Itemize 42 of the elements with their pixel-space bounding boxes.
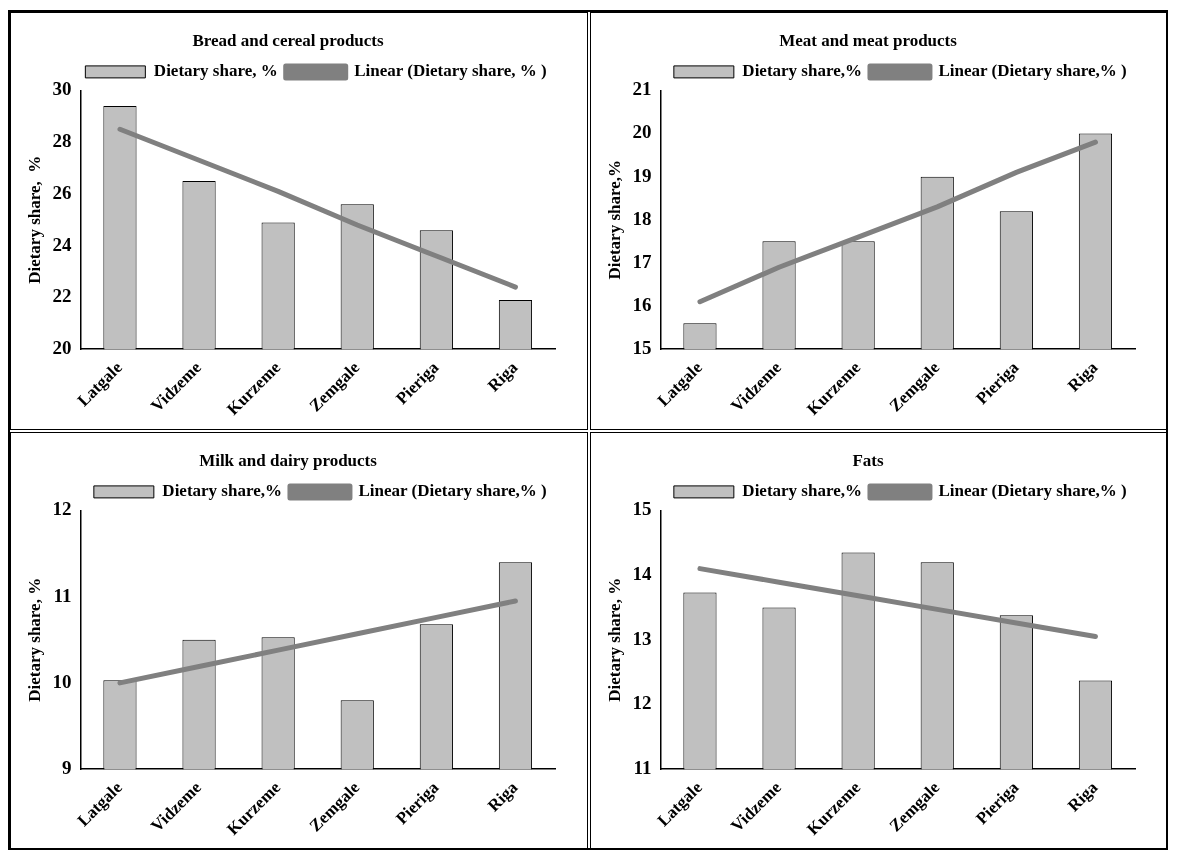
y-tick-label: 28 bbox=[52, 130, 72, 152]
legend-label: Dietary share,% bbox=[742, 61, 862, 81]
y-tick-label: 12 bbox=[632, 692, 652, 714]
legend-label: Linear (Dietary share,% ) bbox=[938, 61, 1127, 81]
y-axis-title: Dietary share, % bbox=[604, 577, 624, 702]
y-tick-label: 20 bbox=[632, 121, 652, 143]
y-tick-label: 26 bbox=[52, 181, 72, 203]
y-axis-title: Dietary share, % bbox=[24, 577, 44, 702]
y-tick-label: 30 bbox=[52, 78, 72, 100]
legend-label: Linear (Dietary share, % ) bbox=[354, 61, 547, 81]
y-tick-label: 15 bbox=[632, 498, 652, 520]
x-tick-label: Riga bbox=[483, 357, 522, 396]
y-tick-label: 16 bbox=[632, 293, 652, 315]
y-tick-label: 13 bbox=[632, 627, 652, 649]
legend-label: Dietary share, % bbox=[153, 61, 278, 81]
y-tick-label: 24 bbox=[52, 233, 72, 255]
y-tick-label: 15 bbox=[632, 337, 652, 359]
legend-label: Dietary share,% bbox=[162, 481, 282, 501]
x-tick-label: Riga bbox=[483, 777, 522, 816]
y-tick-label: 14 bbox=[632, 563, 652, 584]
y-tick-label: 12 bbox=[52, 498, 72, 520]
y-tick-label: 9 bbox=[61, 757, 72, 779]
y-tick-label: 10 bbox=[52, 670, 72, 692]
x-tick-label: Riga bbox=[1063, 777, 1102, 816]
y-tick-label: 19 bbox=[632, 164, 652, 186]
y-tick-label: 18 bbox=[632, 207, 652, 229]
legend-label: Dietary share,% bbox=[742, 481, 862, 501]
y-tick-label: 21 bbox=[632, 78, 652, 100]
chart-title: Bread and cereal products bbox=[192, 30, 385, 50]
chart-title: Milk and dairy products bbox=[199, 450, 378, 470]
legend-label: Linear (Dietary share,% ) bbox=[938, 481, 1127, 501]
y-tick-label: 20 bbox=[52, 337, 72, 359]
legend-label: Linear (Dietary share,% ) bbox=[358, 481, 547, 501]
y-axis-title: Dietary share, % bbox=[24, 155, 44, 284]
y-tick-label: 22 bbox=[52, 285, 72, 307]
chart-title: Meat and meat products bbox=[779, 30, 958, 50]
y-tick-label: 11 bbox=[633, 757, 652, 779]
y-axis-title: Dietary share,% bbox=[604, 159, 624, 280]
y-tick-label: 17 bbox=[632, 250, 652, 272]
y-tick-label: 11 bbox=[53, 584, 72, 606]
chart-title: Fats bbox=[852, 450, 884, 470]
x-tick-label: Riga bbox=[1063, 357, 1102, 396]
